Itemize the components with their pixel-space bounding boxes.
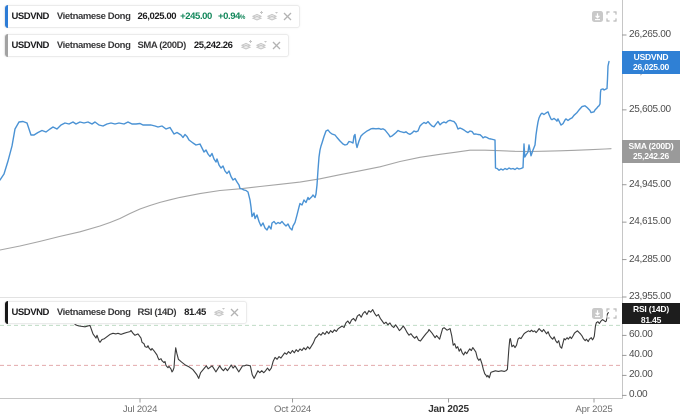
legend-sma-row[interactable]: USDVND Vietnamese Dong SMA (200D) 25,242… xyxy=(4,34,289,57)
legend-symbol: USDVND xyxy=(11,40,50,51)
time-tick-label: Jan 2025 xyxy=(428,404,469,415)
layers-menu-icon[interactable] xyxy=(255,39,268,52)
fullscreen-icon[interactable] xyxy=(606,9,617,22)
price-line xyxy=(0,60,610,231)
layers-plus-icon[interactable] xyxy=(240,39,253,52)
price-tick-label: 25,605.00 xyxy=(629,103,671,115)
close-icon[interactable] xyxy=(270,39,283,52)
fullscreen-icon[interactable] xyxy=(606,306,617,319)
rsi-axis-badge: RSI (14D) 81.45 xyxy=(622,303,680,325)
layers-plus-icon[interactable] xyxy=(251,10,264,23)
layers-menu-icon[interactable] xyxy=(213,306,226,319)
sma-axis-badge: SMA (200D) 25,242.26 xyxy=(622,139,680,163)
time-tick-label: Oct 2024 xyxy=(274,404,311,415)
layers-menu-icon[interactable] xyxy=(266,10,279,23)
price-tick-label: 23,955.00 xyxy=(629,291,671,302)
legend-indicator-name: RSI (14D) xyxy=(137,307,177,318)
legend-price-row[interactable]: USDVND Vietnamese Dong 26,025.00 +245.00… xyxy=(4,5,300,28)
price-tick-label: 26,265.00 xyxy=(629,29,671,40)
legend-change-percent: +0.94% xyxy=(217,11,245,22)
legend-change: +245.00 xyxy=(180,11,212,22)
close-icon[interactable] xyxy=(228,306,241,319)
price-tick-label: 24,285.00 xyxy=(629,253,671,265)
legend-instrument-name: Vietnamese Dong xyxy=(56,307,131,318)
legend-accent-rsi xyxy=(5,301,8,324)
rsi-tick-label: 40.00 xyxy=(629,349,653,361)
rsi-tick-label: 60.00 xyxy=(629,329,653,341)
time-tick-label: Jul 2024 xyxy=(122,404,158,415)
time-tick-label: Apr 2025 xyxy=(575,404,613,415)
price-tick-label: 24,615.00 xyxy=(629,216,671,228)
download-icon[interactable] xyxy=(592,306,603,319)
rsi-line xyxy=(74,309,609,379)
price-axis-badge: USDVND 26,025.00 xyxy=(622,50,680,74)
legend-symbol: USDVND xyxy=(11,307,50,318)
close-icon[interactable] xyxy=(281,10,294,23)
legend-indicator-value: 25,242.26 xyxy=(193,40,233,51)
legend-accent-price xyxy=(5,5,8,28)
rsi-tick-label: 20.00 xyxy=(629,369,653,381)
legend-indicator-value: 81.45 xyxy=(184,307,206,318)
legend-last-price: 26,025.00 xyxy=(137,11,177,22)
legend-symbol: USDVND xyxy=(11,11,50,22)
price-tick-label: 24,945.00 xyxy=(629,178,671,190)
legend-indicator-name: SMA (200D) xyxy=(137,40,186,51)
price-pane-buttons xyxy=(592,9,617,22)
rsi-pane-buttons xyxy=(592,306,617,319)
legend-accent-sma xyxy=(5,34,8,57)
download-icon[interactable] xyxy=(592,9,603,22)
legend-instrument-name: Vietnamese Dong xyxy=(56,11,131,22)
sma-line xyxy=(0,148,612,251)
legend-instrument-name: Vietnamese Dong xyxy=(56,40,131,51)
rsi-tick-label: 0.00 xyxy=(629,389,648,401)
legend-rsi-row[interactable]: USDVND Vietnamese Dong RSI (14D) 81.45 xyxy=(4,301,247,324)
